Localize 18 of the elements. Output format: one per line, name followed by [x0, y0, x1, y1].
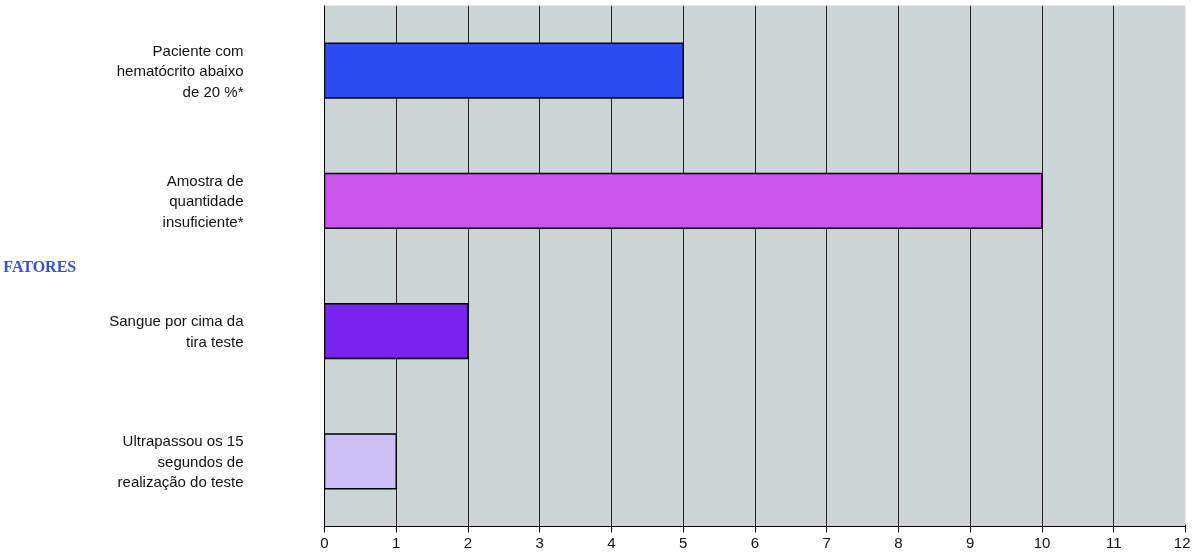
x-tick-label: 10	[1033, 533, 1051, 551]
x-tick-label: 0	[320, 533, 329, 551]
y-tick-label: Paciente com hematócrito abaixo de 20 %*	[116, 41, 244, 100]
x-tick-label: 7	[822, 533, 831, 551]
x-tick-label: 3	[535, 533, 544, 551]
y-tick-label: Ultrapassou os 15 segundos de realização do teste	[117, 432, 244, 491]
x-tick-label: 2	[463, 533, 473, 551]
x-tick-label: 4	[607, 533, 616, 551]
x-tick-label: 1	[392, 533, 401, 551]
x-tick-label: 9	[966, 533, 975, 551]
x-tick-label: 5	[679, 533, 688, 551]
x-tick-label: 8	[894, 533, 903, 551]
y-tick-label: Sangue por cima da tira teste	[109, 312, 245, 350]
x-tick-label: 6	[750, 533, 760, 551]
x-tick-label: 12	[1173, 533, 1191, 551]
y-axis-title: FATORES	[3, 257, 77, 275]
y-tick-label: Amostra de quantidade insuficiente*	[162, 171, 244, 230]
x-tick-label: 11	[1105, 533, 1122, 551]
